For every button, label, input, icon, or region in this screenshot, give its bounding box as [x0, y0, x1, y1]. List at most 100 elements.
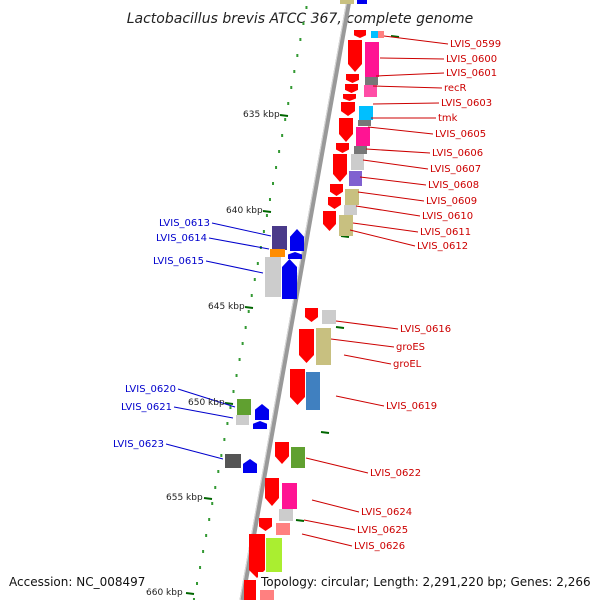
gene-block	[354, 146, 367, 154]
scale-dot	[278, 150, 281, 153]
gene-block	[357, 0, 367, 4]
scale-dot	[192, 598, 195, 600]
gene-arrow	[275, 442, 289, 464]
tick-label-655: 655 kbp	[166, 493, 203, 503]
gene-label-lvis-0607[interactable]: LVIS_0607	[430, 164, 481, 175]
gene-arrow	[333, 154, 347, 182]
scale-dot	[220, 454, 223, 457]
gene-label-lvis-0621[interactable]: LVIS_0621	[121, 402, 172, 413]
gene-block	[270, 249, 285, 257]
gene-label-lvis-0619[interactable]: LVIS_0619	[386, 401, 437, 412]
gene-label-tmk[interactable]: tmk	[438, 113, 458, 124]
gene-label-lvis-0605[interactable]: LVIS_0605	[435, 129, 486, 140]
backbone-highlight	[239, 0, 348, 600]
callout-line	[311, 499, 360, 513]
scale-dot	[265, 214, 268, 217]
callout-line	[372, 85, 443, 89]
gene-label-lvis-0612[interactable]: LVIS_0612	[417, 241, 468, 252]
gene-label-lvis-0601[interactable]: LVIS_0601	[446, 68, 497, 79]
gene-label-lvis-0609[interactable]: LVIS_0609	[426, 196, 477, 207]
strand-tick	[390, 35, 400, 38]
scale-dot	[262, 230, 265, 233]
scale-dot	[299, 38, 302, 41]
callout-line	[208, 237, 270, 250]
tick-label-640: 640 kbp	[226, 206, 263, 216]
scale-dot	[284, 118, 287, 121]
tick-label-660: 660 kbp	[146, 588, 183, 598]
scale-dot	[229, 406, 232, 409]
gene-label-lvis-0622[interactable]: LVIS_0622	[370, 468, 421, 479]
scale-dot	[244, 326, 247, 329]
callout-line	[383, 35, 449, 45]
callout-line	[357, 191, 425, 202]
gene-label-lvis-0613[interactable]: LVIS_0613	[159, 218, 210, 229]
gene-label-lvis-0599[interactable]: LVIS_0599	[450, 39, 501, 50]
callout-line	[335, 395, 385, 407]
gene-arrow	[255, 404, 269, 420]
gene-block	[225, 454, 241, 468]
gene-label-lvis-0624[interactable]: LVIS_0624	[361, 507, 412, 518]
gene-arrow	[299, 329, 314, 363]
gene-block	[282, 483, 297, 509]
gene-label-lvis-0620[interactable]: LVIS_0620	[125, 384, 176, 395]
gene-label-lvis-0606[interactable]: LVIS_0606	[432, 148, 483, 159]
topology-text: Topology: circular; Length: 2,291,220 bp…	[260, 575, 591, 589]
callout-line	[372, 102, 440, 105]
gene-arrow	[253, 421, 267, 429]
gene-arrow	[249, 534, 265, 578]
gene-arrow	[259, 518, 272, 531]
scale-dot	[281, 134, 284, 137]
strand-tick	[320, 431, 330, 434]
major-tick	[244, 306, 254, 309]
callout-line	[359, 176, 427, 186]
callout-line	[305, 457, 369, 474]
callout-line	[379, 57, 445, 60]
gene-block	[291, 447, 305, 468]
gene-block	[371, 31, 378, 38]
gene-label-lvis-0615[interactable]: LVIS_0615	[153, 256, 204, 267]
map-title: Lactobacillus brevis ATCC 367, complete …	[127, 11, 474, 27]
gene-block	[351, 154, 364, 170]
gene-block	[260, 590, 274, 600]
gene-arrow	[336, 143, 349, 153]
scale-dot	[202, 550, 205, 553]
gene-label-groel[interactable]: groEL	[393, 359, 422, 370]
scale-dot	[275, 166, 278, 169]
gene-block	[349, 171, 362, 186]
gene-arrow	[354, 30, 366, 38]
strand-ticks	[295, 35, 400, 522]
gene-label-lvis-0626[interactable]: LVIS_0626	[354, 541, 405, 552]
gene-block	[364, 85, 377, 97]
callout-line	[362, 159, 429, 170]
gene-blocks	[225, 0, 384, 600]
callout-line	[335, 320, 399, 330]
gene-arrow	[345, 84, 358, 93]
gene-arrow	[290, 229, 304, 251]
gene-block	[265, 257, 281, 297]
strand-tick	[295, 519, 305, 522]
gene-arrow	[265, 478, 279, 506]
gene-arrow	[323, 211, 336, 231]
gene-label-groes[interactable]: groES	[396, 342, 425, 353]
callout-line	[349, 229, 416, 247]
gene-label-recr[interactable]: recR	[444, 83, 467, 94]
gene-label-lvis-0623[interactable]: LVIS_0623	[113, 439, 164, 450]
scale-dot	[256, 262, 259, 265]
callout-line	[367, 126, 434, 135]
gene-label-lvis-0611[interactable]: LVIS_0611	[420, 227, 471, 238]
gene-label-lvis-0614[interactable]: LVIS_0614	[156, 233, 207, 244]
gene-label-lvis-0610[interactable]: LVIS_0610	[422, 211, 473, 222]
gene-label-lvis-0608[interactable]: LVIS_0608	[428, 180, 479, 191]
callout-line	[177, 388, 236, 408]
scale-dot	[238, 358, 241, 361]
callout-line	[365, 148, 431, 154]
gene-block	[244, 580, 256, 600]
gene-block	[322, 310, 336, 324]
gene-label-lvis-0600[interactable]: LVIS_0600	[446, 54, 497, 65]
gene-label-lvis-0625[interactable]: LVIS_0625	[357, 525, 408, 536]
gene-label-lvis-0616[interactable]: LVIS_0616	[400, 324, 451, 335]
accession-text: Accession: NC_008497	[9, 575, 145, 589]
scale-dot	[305, 6, 308, 9]
gene-label-lvis-0603[interactable]: LVIS_0603	[441, 98, 492, 109]
scale-dot	[208, 518, 211, 521]
